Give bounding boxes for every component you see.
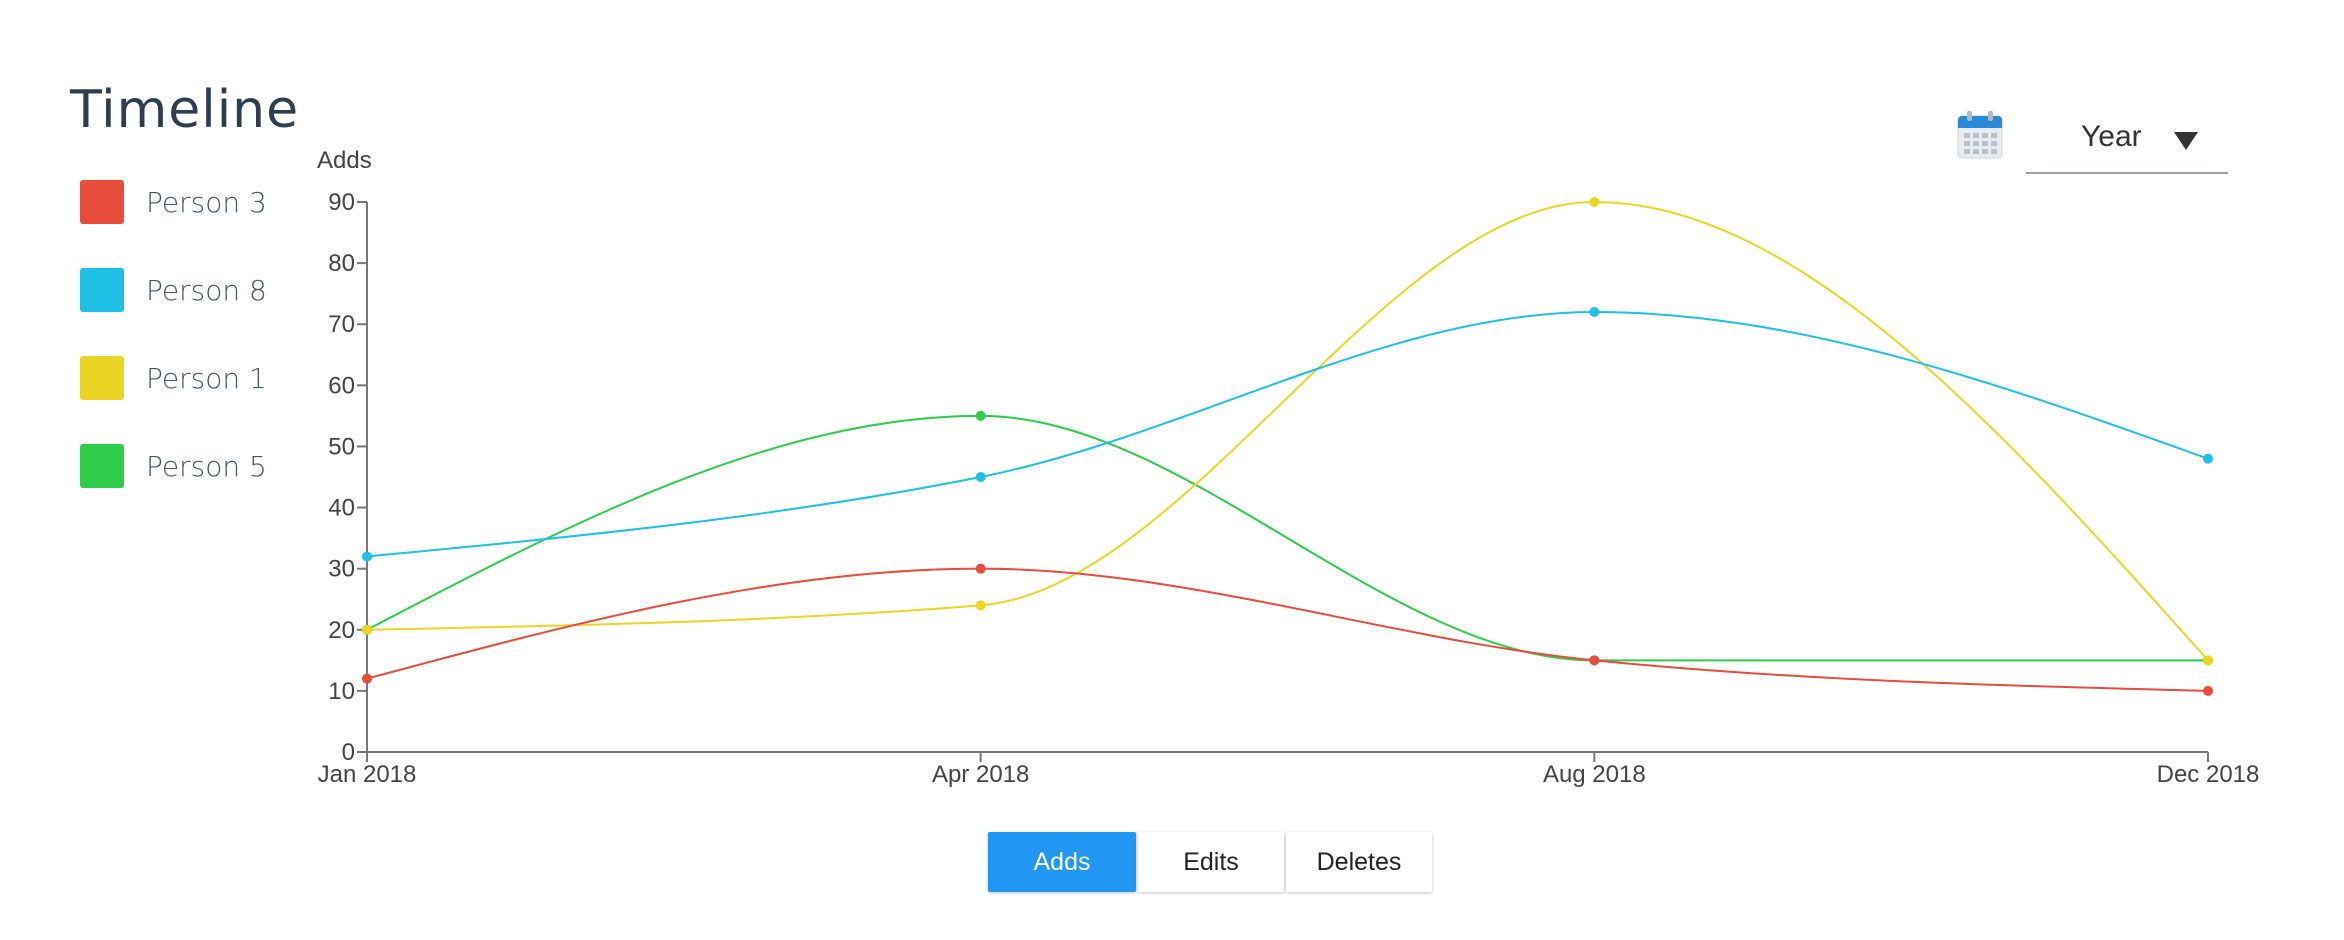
y-tick-label: 90 (328, 189, 355, 216)
data-point-person-8 (1589, 307, 1600, 317)
legend-label: Person 3 (146, 185, 267, 219)
legend-label: Person 8 (146, 273, 267, 307)
x-tick-label: Aug 2018 (1543, 761, 1646, 788)
period-select-value: Year (2081, 120, 2142, 153)
calendar-icon[interactable] (1956, 108, 2004, 160)
y-axis-label: Adds (317, 147, 372, 174)
y-tick-label: 0 (342, 739, 355, 766)
chart-legend: Person 3 Person 8 Person 1 Person 5 (80, 180, 267, 532)
data-point-person-1 (1589, 197, 1600, 207)
legend-item-person-8[interactable]: Person 8 (80, 268, 267, 312)
y-tick-label: 70 (328, 311, 355, 338)
legend-item-person-5[interactable]: Person 5 (80, 444, 267, 488)
y-tick-label: 50 (328, 433, 355, 460)
chevron-down-icon (2174, 132, 2198, 150)
legend-label: Person 5 (146, 449, 267, 483)
y-tick-label: 60 (328, 372, 355, 399)
legend-item-person-3[interactable]: Person 3 (80, 180, 267, 224)
date-range-control: Year (1956, 104, 2236, 176)
data-point-person-3 (1589, 655, 1600, 666)
data-point-person-8 (362, 551, 372, 562)
period-select[interactable]: Year (2026, 104, 2228, 174)
data-point-person-8 (2203, 453, 2213, 464)
legend-swatch (80, 268, 124, 312)
series-line-person-3 (366, 567, 2209, 692)
series-line-person-1 (366, 200, 2209, 661)
data-point-person-5 (975, 410, 986, 421)
data-point-person-1 (975, 600, 986, 611)
y-tick-label: 10 (328, 678, 355, 705)
tab-deletes[interactable]: Deletes (1286, 832, 1432, 892)
page-title: Timeline (70, 80, 300, 140)
legend-label: Person 1 (146, 361, 267, 395)
legend-swatch (80, 444, 124, 488)
data-point-person-8 (975, 472, 986, 482)
data-point-person-3 (362, 673, 372, 684)
data-point-person-1 (362, 624, 372, 635)
tab-edits[interactable]: Edits (1138, 832, 1284, 892)
data-point-person-3 (975, 563, 986, 574)
x-tick-label: Dec 2018 (2157, 761, 2260, 788)
x-tick-label: Apr 2018 (932, 761, 1029, 788)
legend-swatch (80, 180, 124, 224)
data-point-person-1 (2203, 655, 2213, 666)
y-tick-label: 20 (328, 617, 355, 644)
y-tick-label: 40 (328, 495, 355, 522)
x-tick-label: Jan 2018 (318, 761, 417, 788)
data-point-person-3 (2203, 685, 2213, 696)
line-chart: Adds 0 10 20 30 40 50 60 70 80 90 Jan 2018 Apr 2018 A… (317, 147, 2260, 788)
series-line-person-8 (366, 310, 2209, 558)
legend-item-person-1[interactable]: Person 1 (80, 356, 267, 400)
y-tick-label: 80 (328, 250, 355, 277)
legend-swatch (80, 356, 124, 400)
y-tick-label: 30 (328, 556, 355, 583)
tab-adds[interactable]: Adds (988, 832, 1136, 892)
metric-tabs: Adds Edits Deletes (988, 832, 1432, 892)
series-line-person-5 (366, 414, 2208, 662)
